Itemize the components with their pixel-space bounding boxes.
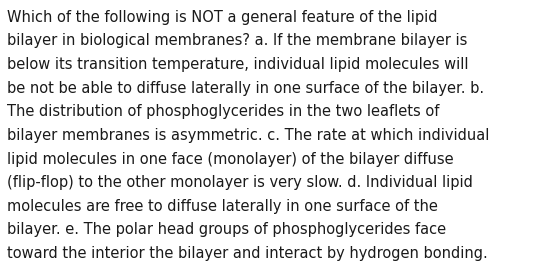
Text: The distribution of phosphoglycerides in the two leaflets of: The distribution of phosphoglycerides in… (7, 104, 440, 119)
Text: be not be able to diffuse laterally in one surface of the bilayer. b.: be not be able to diffuse laterally in o… (7, 81, 484, 95)
Text: bilayer in biological membranes? a. If the membrane bilayer is: bilayer in biological membranes? a. If t… (7, 33, 468, 48)
Text: molecules are free to diffuse laterally in one surface of the: molecules are free to diffuse laterally … (7, 199, 438, 214)
Text: toward the interior the bilayer and interact by hydrogen bonding.: toward the interior the bilayer and inte… (7, 246, 488, 261)
Text: bilayer. e. The polar head groups of phosphoglycerides face: bilayer. e. The polar head groups of pho… (7, 222, 446, 237)
Text: (flip-flop) to the other monolayer is very slow. d. Individual lipid: (flip-flop) to the other monolayer is ve… (7, 175, 473, 190)
Text: lipid molecules in one face (monolayer) of the bilayer diffuse: lipid molecules in one face (monolayer) … (7, 152, 454, 166)
Text: bilayer membranes is asymmetric. c. The rate at which individual: bilayer membranes is asymmetric. c. The … (7, 128, 489, 143)
Text: below its transition temperature, individual lipid molecules will: below its transition temperature, indivi… (7, 57, 469, 72)
Text: Which of the following is NOT a general feature of the lipid: Which of the following is NOT a general … (7, 10, 438, 24)
